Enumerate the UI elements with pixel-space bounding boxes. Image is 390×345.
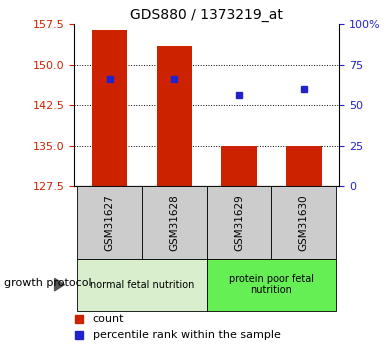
Text: percentile rank within the sample: percentile rank within the sample xyxy=(93,330,280,340)
Bar xyxy=(221,146,257,186)
Text: growth protocol: growth protocol xyxy=(4,278,92,288)
Bar xyxy=(271,186,336,259)
Title: GDS880 / 1373219_at: GDS880 / 1373219_at xyxy=(130,8,283,22)
Bar xyxy=(207,259,336,310)
Bar xyxy=(207,186,271,259)
Bar xyxy=(286,146,321,186)
Text: GSM31629: GSM31629 xyxy=(234,194,244,251)
Text: GSM31627: GSM31627 xyxy=(105,194,115,251)
Bar xyxy=(92,30,128,186)
Bar xyxy=(156,46,192,186)
Bar xyxy=(77,186,142,259)
Bar xyxy=(142,186,207,259)
Bar xyxy=(77,259,207,310)
Text: count: count xyxy=(93,314,124,324)
Text: protein poor fetal
nutrition: protein poor fetal nutrition xyxy=(229,274,314,295)
Text: GSM31630: GSM31630 xyxy=(299,194,309,251)
Text: normal fetal nutrition: normal fetal nutrition xyxy=(90,280,194,289)
Text: GSM31628: GSM31628 xyxy=(169,194,179,251)
